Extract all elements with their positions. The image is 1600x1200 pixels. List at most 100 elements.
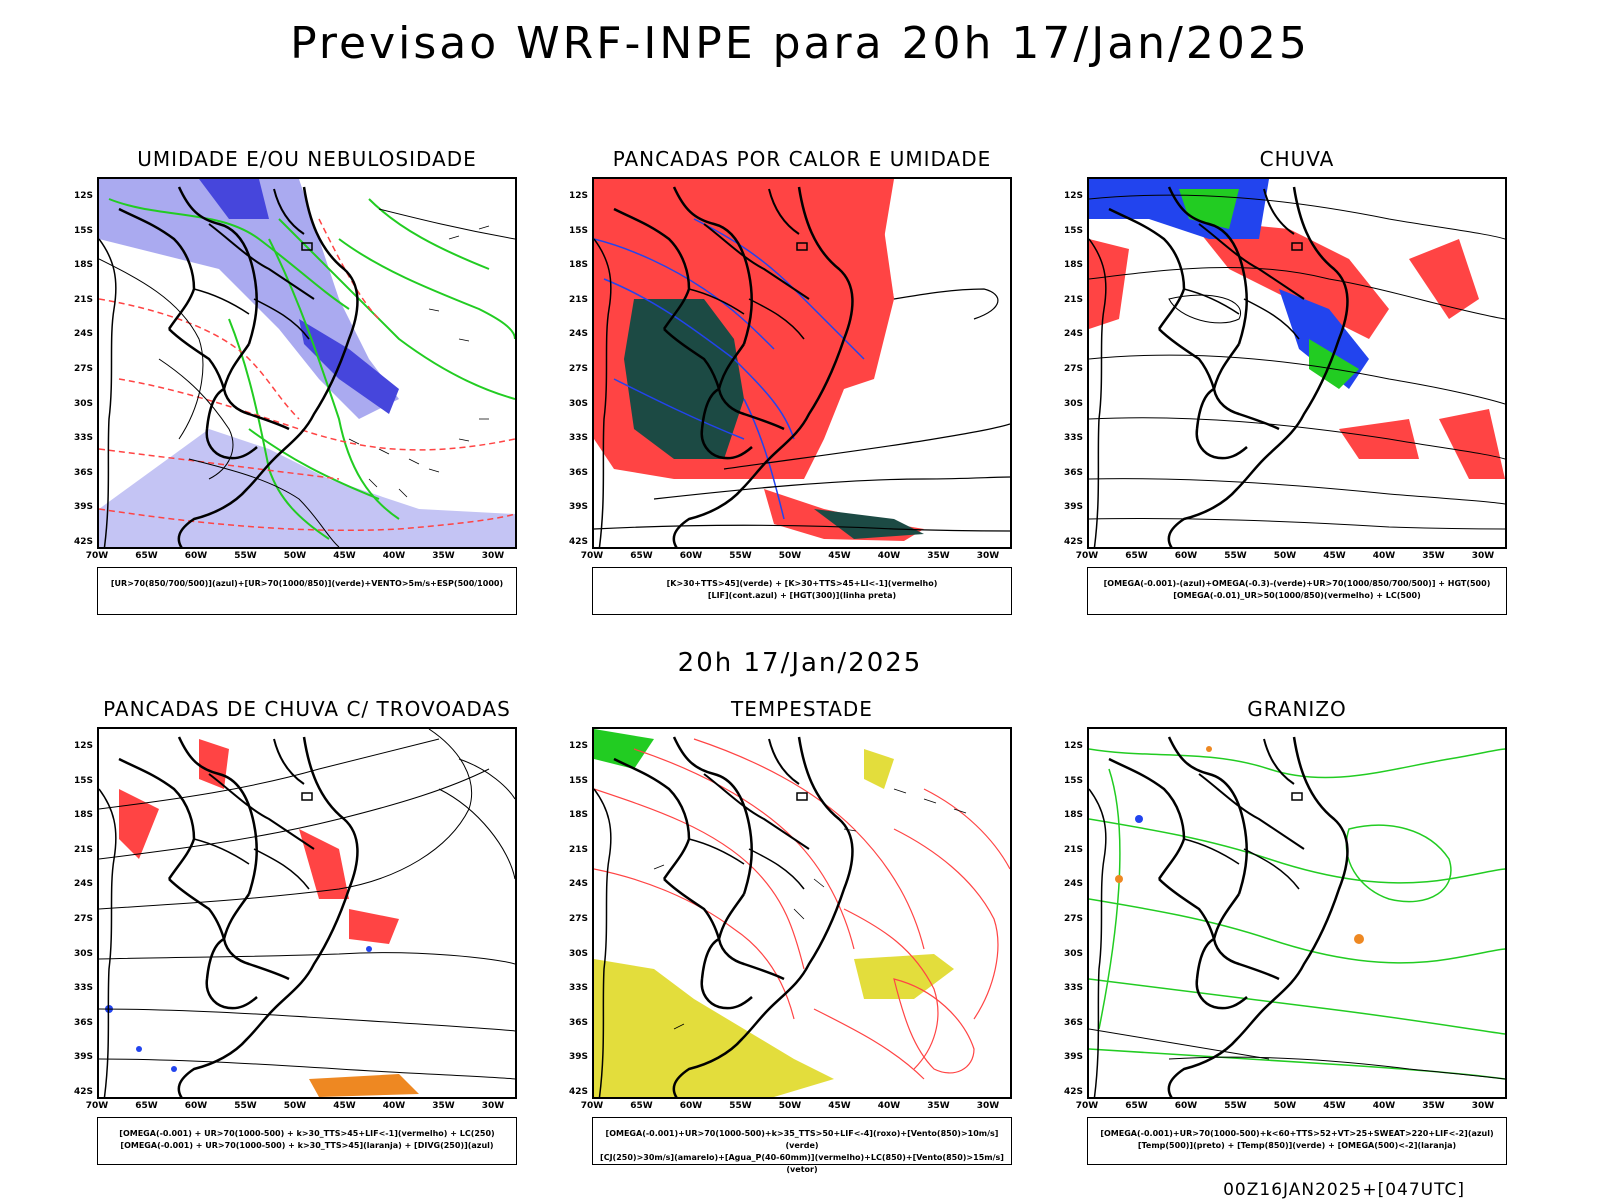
longitude-label: 30W <box>976 1101 1000 1111</box>
latitude-label: 42S <box>73 537 93 547</box>
longitude-label: 40W <box>1372 551 1396 561</box>
longitude-label: 40W <box>382 1101 406 1111</box>
longitude-label: 70W <box>85 551 109 561</box>
latitude-label: 15S <box>73 775 93 786</box>
latitude-label: 21S <box>568 844 588 855</box>
latitude-label: 15S <box>568 225 588 236</box>
longitude-label: 60W <box>1174 551 1198 561</box>
latitude-label: 18S <box>1063 810 1083 821</box>
longitude-label: 40W <box>877 551 901 561</box>
valid-time-title: 20h 17/Jan/2025 <box>677 648 923 678</box>
latitude-label: 39S <box>73 1052 93 1063</box>
latitude-label: 18S <box>1063 260 1083 271</box>
longitude-label: 65W <box>630 1101 653 1111</box>
legend-line: [OMEGA(-0.001) + UR>70(1000-500) + k>30_… <box>120 1141 494 1150</box>
longitude-label: 30W <box>976 551 1000 561</box>
latitude-label: 21S <box>1063 294 1083 305</box>
longitude-label: 65W <box>1125 1101 1148 1111</box>
map-granizo <box>1087 727 1507 1099</box>
latitude-label: 33S <box>568 433 588 444</box>
longitude-label: 60W <box>1174 1101 1198 1111</box>
longitude-label: 65W <box>135 1101 158 1111</box>
map-umidade <box>97 177 517 549</box>
jet-yellow-area-ne <box>864 749 894 789</box>
latitude-label: 30S <box>73 948 93 959</box>
latitude-label: 36S <box>1063 467 1083 478</box>
humidity-dark-blue-area <box>299 319 399 414</box>
longitude-label: 30W <box>481 551 505 561</box>
legend-line: [Temp(500)](preto) + [Temp(850)](verde) … <box>1137 1141 1457 1150</box>
longitude-label: 50W <box>1273 551 1297 561</box>
longitude-label: 45W <box>1323 1101 1346 1111</box>
longitude-label: 55W <box>729 1101 752 1111</box>
latitude-label: 33S <box>73 983 93 994</box>
legend-line: [UR>70(850/700/500)](azul)+[UR>70(1000/8… <box>110 579 504 588</box>
longitude-label: 35W <box>1422 551 1445 561</box>
legend-box: [OMEGA(-0.001)+UR>70(1000-500)+k<60+TTS>… <box>1087 1117 1507 1165</box>
latitude-label: 15S <box>568 775 588 786</box>
latitude-label: 12S <box>1063 191 1083 201</box>
legend-line: [LIF](cont.azul) + [HGT(300)](linha pret… <box>707 591 897 600</box>
jet-yellow-area-e <box>854 954 954 999</box>
legend-line: [OMEGA(-0.01)_UR>50(1000/850)(vermelho) … <box>1173 591 1421 600</box>
humidity-dark-blue-north <box>199 179 269 219</box>
latitude-label: 42S <box>568 537 588 547</box>
legend-box: [OMEGA(-0.001)-(azul)+OMEGA(-0.3)-(verde… <box>1087 567 1507 615</box>
longitude-label: 35W <box>432 551 455 561</box>
longitude-label: 60W <box>679 551 703 561</box>
instability-red-area-east <box>844 229 894 389</box>
latitude-label: 39S <box>73 502 93 513</box>
latitude-label: 24S <box>73 879 93 890</box>
latitude-label: 12S <box>1063 741 1083 751</box>
latitude-label: 18S <box>73 810 93 821</box>
longitude-label: 50W <box>778 1101 802 1111</box>
latitude-label: 30S <box>1063 948 1083 959</box>
longitude-label: 35W <box>432 1101 455 1111</box>
latitude-label: 24S <box>1063 879 1083 890</box>
latitude-label: 21S <box>568 294 588 305</box>
latitude-label: 30S <box>73 398 93 409</box>
latitude-label: 33S <box>1063 983 1083 994</box>
longitude-label: 30W <box>481 1101 505 1111</box>
panel-title: UMIDADE E/OU NEBULOSIDADE <box>137 147 477 171</box>
longitude-label: 40W <box>382 551 406 561</box>
latitude-label: 12S <box>73 741 93 751</box>
longitude-label: 40W <box>877 1101 901 1111</box>
longitude-label: 50W <box>778 551 802 561</box>
legend-box: [OMEGA(-0.001)+UR>70(1000-500)+k>35_TTS>… <box>592 1117 1012 1174</box>
latitude-label: 18S <box>568 810 588 821</box>
legend-box: [UR>70(850/700/500)](azul)+[UR>70(1000/8… <box>97 567 517 615</box>
longitude-label: 60W <box>679 1101 703 1111</box>
longitude-label: 60W <box>184 551 208 561</box>
panel-title: CHUVA <box>1259 147 1335 171</box>
longitude-label: 30W <box>1471 551 1495 561</box>
latitude-label: 27S <box>73 914 93 924</box>
latitude-label: 12S <box>568 191 588 201</box>
latitude-label: 18S <box>73 260 93 271</box>
latitude-label: 18S <box>568 260 588 271</box>
thunderstorm-orange-area <box>309 1074 419 1097</box>
latitude-label: 42S <box>568 1087 588 1097</box>
wind-green-area <box>594 729 654 769</box>
humidity-blue-area-south <box>99 429 515 547</box>
latitude-label: 27S <box>1063 364 1083 374</box>
latitude-label: 30S <box>1063 398 1083 409</box>
run-info-label: 00Z16JAN2025+[047UTC] <box>1223 1180 1465 1200</box>
longitude-label: 35W <box>1422 1101 1445 1111</box>
latitude-label: 24S <box>73 329 93 340</box>
longitude-label: 70W <box>1075 551 1099 561</box>
legend-box: [OMEGA(-0.001) + UR>70(1000-500) + k>30_… <box>97 1117 517 1165</box>
longitude-label: 50W <box>283 551 307 561</box>
latitude-label: 27S <box>568 364 588 374</box>
map-pancadas-calor <box>592 177 1012 549</box>
latitude-label: 15S <box>1063 225 1083 236</box>
longitude-label: 60W <box>184 1101 208 1111</box>
latitude-label: 21S <box>73 294 93 305</box>
panel-title: GRANIZO <box>1247 697 1347 721</box>
latitude-label: 36S <box>73 1017 93 1028</box>
latitude-label: 33S <box>73 433 93 444</box>
longitude-label: 45W <box>333 1101 356 1111</box>
instability-dark-area-south <box>814 509 924 539</box>
longitude-label: 70W <box>580 1101 604 1111</box>
panel-title: PANCADAS DE CHUVA C/ TROVOADAS <box>103 697 511 721</box>
